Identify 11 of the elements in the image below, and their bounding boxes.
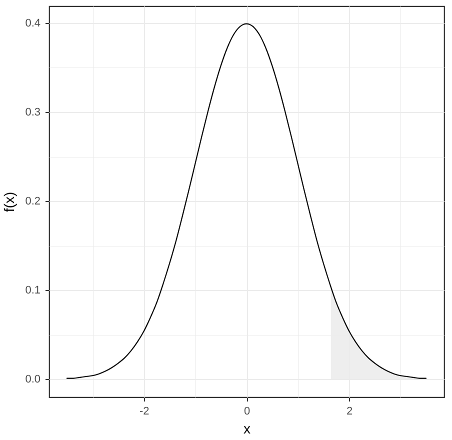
line-series: [66, 23, 427, 379]
y-tick-label: 0.4: [25, 17, 40, 30]
x-tick-label: 0: [244, 406, 250, 418]
x-tick-label: 2: [346, 406, 353, 418]
x-tick-label: -2: [140, 406, 150, 418]
y-tick-label: 0.3: [25, 106, 40, 118]
y-axis-title: f(x): [1, 192, 18, 212]
y-tick-label: 0.1: [25, 284, 40, 297]
y-tick-label: 0.2: [25, 196, 40, 208]
x-axis-title: x: [244, 420, 250, 436]
y-tick-label: 0.0: [25, 374, 40, 386]
